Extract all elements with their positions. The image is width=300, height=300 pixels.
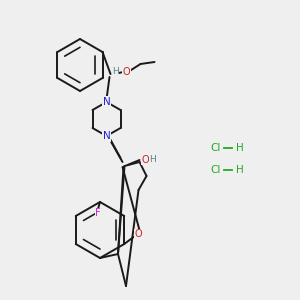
Text: N: N xyxy=(103,131,110,141)
Text: H: H xyxy=(236,143,244,153)
Text: N: N xyxy=(103,97,110,107)
Text: Cl: Cl xyxy=(210,143,220,153)
Text: Cl: Cl xyxy=(210,165,220,175)
Text: F: F xyxy=(95,208,101,218)
Text: H: H xyxy=(149,155,156,164)
Text: H: H xyxy=(112,67,119,76)
Text: O: O xyxy=(123,67,130,77)
Text: O: O xyxy=(142,155,149,165)
Text: O: O xyxy=(134,229,142,239)
Text: H: H xyxy=(236,165,244,175)
